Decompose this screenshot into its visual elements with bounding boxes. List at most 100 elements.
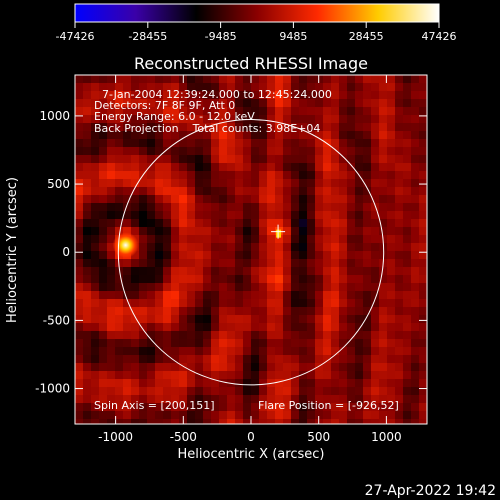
heatmap-cell	[395, 387, 403, 395]
heatmap-cell	[411, 251, 419, 259]
heatmap-cell	[227, 339, 235, 347]
heatmap-cell	[275, 283, 283, 291]
heatmap-cell	[339, 411, 347, 419]
heatmap-cell	[99, 107, 107, 115]
heatmap-cell	[371, 307, 379, 315]
heatmap-cell	[251, 267, 259, 275]
heatmap-cell	[331, 75, 339, 83]
heatmap-cell	[371, 259, 379, 267]
heatmap-cell	[259, 91, 267, 99]
heatmap-cell	[211, 403, 219, 411]
heatmap-cell	[155, 75, 163, 83]
heatmap-cell	[275, 419, 283, 424]
heatmap-cell	[267, 411, 275, 419]
heatmap-cell	[403, 195, 411, 203]
heatmap-cell	[107, 355, 115, 363]
heatmap-cell	[307, 379, 315, 387]
heatmap-cell	[307, 115, 315, 123]
heatmap-cell	[339, 123, 347, 131]
heatmap-cell	[331, 155, 339, 163]
heatmap-cell	[219, 259, 227, 267]
heatmap-cell	[251, 251, 259, 259]
heatmap-cell	[83, 235, 91, 243]
heatmap-cell	[291, 227, 299, 235]
heatmap-cell	[403, 203, 411, 211]
x-tick-label: 1000	[371, 430, 402, 444]
heatmap-cell	[139, 131, 147, 139]
heatmap-cell	[363, 243, 371, 251]
heatmap-cell	[387, 411, 395, 419]
heatmap-cell	[315, 195, 323, 203]
heatmap-cell	[115, 403, 123, 411]
heatmap-cell	[299, 411, 307, 419]
heatmap-cell	[275, 339, 283, 347]
heatmap-cell	[339, 339, 347, 347]
heatmap-cell	[283, 123, 291, 131]
heatmap-cell	[267, 347, 275, 355]
heatmap-cell	[155, 243, 163, 251]
heatmap-cell	[123, 315, 131, 323]
heatmap-cell	[419, 131, 427, 139]
heatmap-cell	[315, 395, 323, 403]
heatmap-cell	[235, 267, 243, 275]
heatmap-cell	[179, 307, 187, 315]
heatmap-cell	[139, 75, 147, 83]
heatmap-cell	[195, 99, 203, 107]
heatmap-cell	[251, 347, 259, 355]
heatmap-cell	[267, 259, 275, 267]
heatmap-cell	[299, 163, 307, 171]
heatmap-cell	[123, 419, 131, 424]
heatmap-cell	[307, 251, 315, 259]
heatmap-cell	[139, 395, 147, 403]
heatmap-cell	[275, 203, 283, 211]
heatmap-cell	[323, 155, 331, 163]
heatmap-cell	[115, 171, 123, 179]
heatmap-cell	[411, 283, 419, 291]
heatmap-cell	[379, 187, 387, 195]
heatmap-cell	[203, 163, 211, 171]
heatmap-cell	[251, 123, 259, 131]
heatmap-cell	[195, 299, 203, 307]
heatmap-cell	[75, 147, 83, 155]
heatmap-cell	[211, 203, 219, 211]
heatmap-cell	[411, 139, 419, 147]
heatmap-cell	[147, 99, 155, 107]
heatmap-cell	[83, 339, 91, 347]
heatmap-cell	[371, 371, 379, 379]
heatmap-cell	[363, 227, 371, 235]
heatmap-cell	[323, 115, 331, 123]
heatmap-cell	[251, 411, 259, 419]
heatmap-cell	[371, 147, 379, 155]
heatmap-cell	[131, 411, 139, 419]
heatmap-cell	[163, 115, 171, 123]
heatmap-cell	[307, 235, 315, 243]
heatmap-cell	[155, 387, 163, 395]
colorbar-ticks: -47426 -28455 -9485 9485 28455 47426	[56, 22, 457, 43]
heatmap-cell	[107, 251, 115, 259]
heatmap-cell	[259, 275, 267, 283]
heatmap-cell	[139, 203, 147, 211]
heatmap-cell	[251, 227, 259, 235]
heatmap-cell	[395, 251, 403, 259]
heatmap-cell	[91, 107, 99, 115]
heatmap-cell	[331, 275, 339, 283]
colorbar-tick-label: 28455	[349, 30, 384, 43]
heatmap-cell	[211, 339, 219, 347]
heatmap-cell	[235, 251, 243, 259]
heatmap-cell	[147, 91, 155, 99]
heatmap-cell	[187, 179, 195, 187]
heatmap-cell	[403, 379, 411, 387]
heatmap-cell	[171, 323, 179, 331]
heatmap-cell	[251, 219, 259, 227]
heatmap-cell	[283, 195, 291, 203]
heatmap-cell	[411, 91, 419, 99]
heatmap-cell	[339, 147, 347, 155]
heatmap-cell	[75, 179, 83, 187]
heatmap-cell	[219, 75, 227, 83]
heatmap-cell	[347, 291, 355, 299]
heatmap-cell	[307, 91, 315, 99]
heatmap-cell	[123, 411, 131, 419]
heatmap-cell	[195, 259, 203, 267]
heatmap-cell	[227, 107, 235, 115]
heatmap-cell	[243, 195, 251, 203]
